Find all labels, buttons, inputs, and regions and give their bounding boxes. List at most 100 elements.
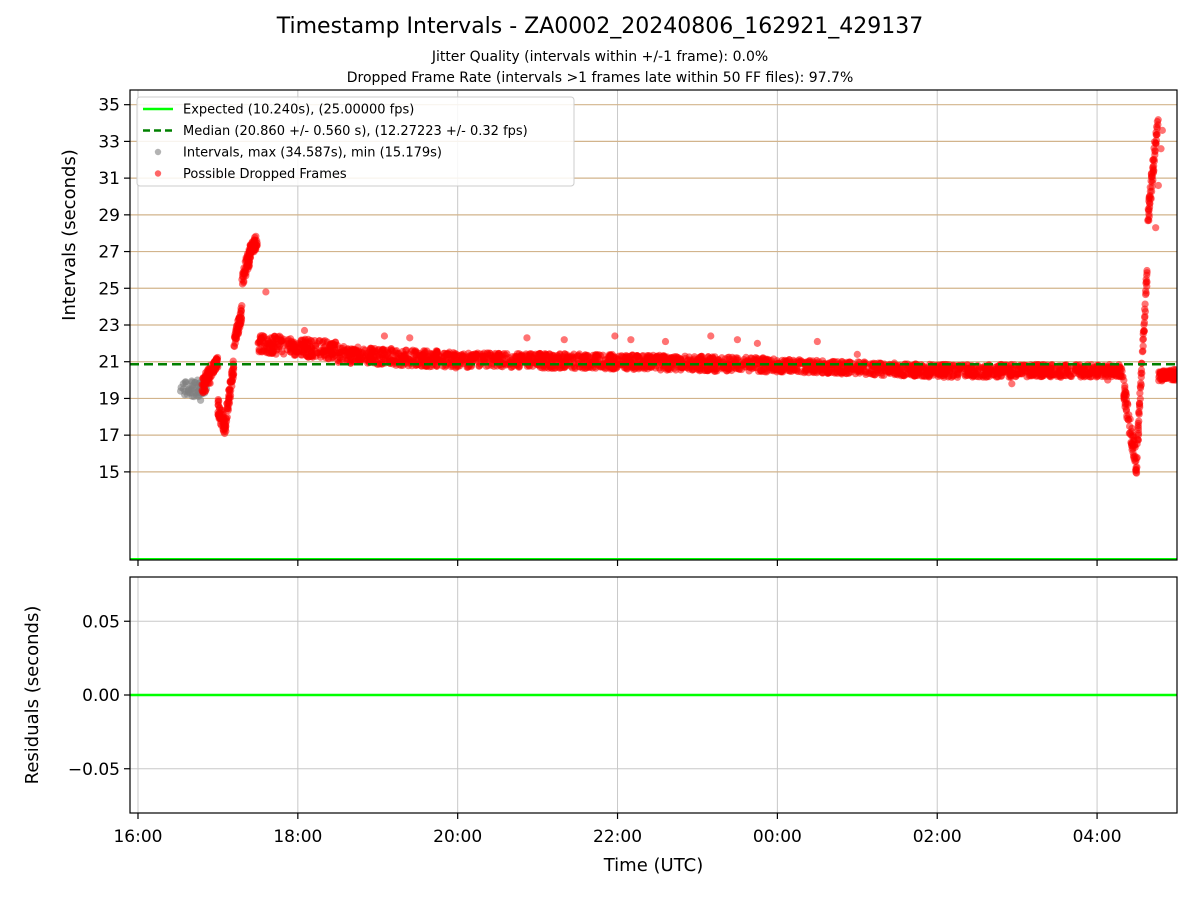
dropped-frame-point — [203, 378, 211, 386]
dropped-frame-point — [280, 350, 288, 358]
dropped-frame-point — [406, 334, 414, 342]
bottom-axes-frame — [129, 576, 1178, 814]
bottom-y-tick-label: −0.05 — [68, 760, 120, 780]
dropped-frame-point — [1143, 282, 1151, 290]
dropped-frame-point — [1032, 369, 1041, 377]
legend-entry: Intervals, max (34.587s), min (15.179s) — [183, 146, 442, 161]
dropped-frame-point — [748, 354, 756, 362]
dropped-frame-point — [328, 340, 337, 348]
dropped-frame-point — [1136, 399, 1144, 408]
x-axis-label: Time (UTC) — [603, 855, 704, 876]
chart-title: Timestamp Intervals - ZA0002_20240806_16… — [276, 14, 924, 39]
dropped-frame-point — [523, 334, 531, 342]
top-y-tick-label: 29 — [98, 206, 120, 226]
dropped-frame-point — [571, 364, 579, 373]
dropped-frame-point — [1140, 327, 1148, 335]
dropped-frame-point — [335, 348, 344, 356]
dropped-frame-point — [1152, 224, 1160, 232]
dropped-frame-point — [530, 351, 538, 359]
plot-axes: 16:00 18:00 20:00 22:00 00:00 02:00 04:00 15 17 1… — [22, 89, 1178, 876]
dropped-frame-point — [1132, 466, 1141, 474]
top-y-tick-label: 27 — [98, 243, 120, 263]
dropped-frame-point — [592, 351, 601, 360]
dropped-frame-point — [753, 339, 762, 347]
bottom-y-tick-label: 0.00 — [82, 686, 120, 706]
dropped-frame-point — [459, 356, 467, 364]
intervals-plot — [130, 116, 1177, 560]
dropped-frame-point — [401, 351, 409, 359]
dropped-frame-point — [990, 370, 998, 378]
dropped-frame-point — [819, 366, 827, 374]
dropped-frame-point — [1141, 305, 1149, 313]
dropped-frame-point — [1008, 380, 1016, 388]
dropped-frame-point — [891, 371, 899, 379]
dropped-frame-point — [1155, 373, 1163, 381]
dropped-frame-point — [1026, 366, 1034, 374]
dropped-frame-point — [508, 353, 516, 361]
dropped-frame-point — [225, 385, 234, 393]
dropped-frame-point — [291, 345, 299, 354]
dropped-frame-point — [258, 332, 267, 340]
dropped-frame-point — [257, 340, 265, 348]
dropped-frame-point — [347, 357, 355, 365]
dropped-frame-point — [269, 341, 277, 349]
dropped-frame-point — [1134, 419, 1142, 427]
dropped-frame-point — [635, 353, 643, 362]
dropped-frame-point — [629, 365, 638, 373]
dropped-frame-point — [275, 343, 283, 351]
dropped-frame-point — [226, 378, 235, 386]
dropped-frame-point — [945, 366, 953, 374]
dropped-frame-point — [776, 367, 784, 375]
dropped-frame-point — [433, 349, 441, 357]
dropped-frame-point — [1122, 407, 1131, 415]
dropped-frame-point — [663, 366, 671, 374]
dropped-frame-point — [321, 337, 329, 345]
dropped-frame-point — [1144, 217, 1152, 225]
dropped-frame-point — [549, 364, 557, 372]
dropped-frame-point — [216, 413, 225, 421]
dropped-frame-point — [647, 354, 655, 362]
dropped-frame-point — [1133, 435, 1141, 444]
dropped-frame-point — [248, 238, 256, 246]
x-tick-label: 04:00 — [1073, 827, 1122, 847]
top-y-tick-label: 23 — [98, 316, 120, 336]
dropped-frame-point — [707, 332, 715, 340]
dropped-frame-point — [938, 368, 946, 376]
legend-dot-marker — [154, 148, 162, 156]
dropped-frame-point — [502, 361, 510, 369]
dropped-frame-point — [246, 254, 255, 262]
dropped-frame-point — [1139, 342, 1147, 350]
dropped-frame-point — [1120, 376, 1128, 384]
dropped-frame-point — [627, 336, 635, 344]
dropped-frame-point — [479, 353, 487, 361]
dropped-frame-point — [979, 373, 987, 381]
dropped-frame-point — [1158, 126, 1166, 134]
legend-dot-marker — [154, 170, 162, 177]
dropped-frame-point — [541, 364, 549, 372]
dropped-frame-point — [1151, 147, 1159, 155]
x-tick-label: 20:00 — [433, 827, 482, 847]
dropped-frame-point — [611, 332, 619, 340]
dropped-frame-point — [972, 372, 980, 380]
dropped-frame-point — [210, 367, 218, 375]
dropped-frame-point — [1135, 409, 1143, 417]
dropped-frame-point — [711, 353, 719, 361]
dropped-frame-point — [695, 365, 703, 373]
chart-legend: Expected (10.240s), (25.00000 fps) Median… — [136, 96, 575, 187]
dropped-frame-point — [542, 350, 550, 358]
dropped-frame-point — [693, 357, 701, 365]
dropped-frame-point — [235, 314, 243, 323]
dropped-frame-point — [897, 372, 905, 380]
dropped-frame-point — [1157, 145, 1165, 153]
top-axes-frame — [129, 89, 1178, 561]
top-y-tick-label: 25 — [98, 279, 120, 299]
dropped-frame-point — [380, 332, 389, 340]
dropped-frame-point — [783, 364, 792, 372]
dropped-frame-point — [1137, 381, 1145, 389]
dropped-frame-point — [1139, 335, 1148, 343]
dropped-frame-point — [407, 347, 416, 356]
dropped-frame-point — [320, 347, 329, 355]
dropped-frame-point — [684, 356, 692, 365]
dropped-frame-point — [855, 369, 864, 377]
